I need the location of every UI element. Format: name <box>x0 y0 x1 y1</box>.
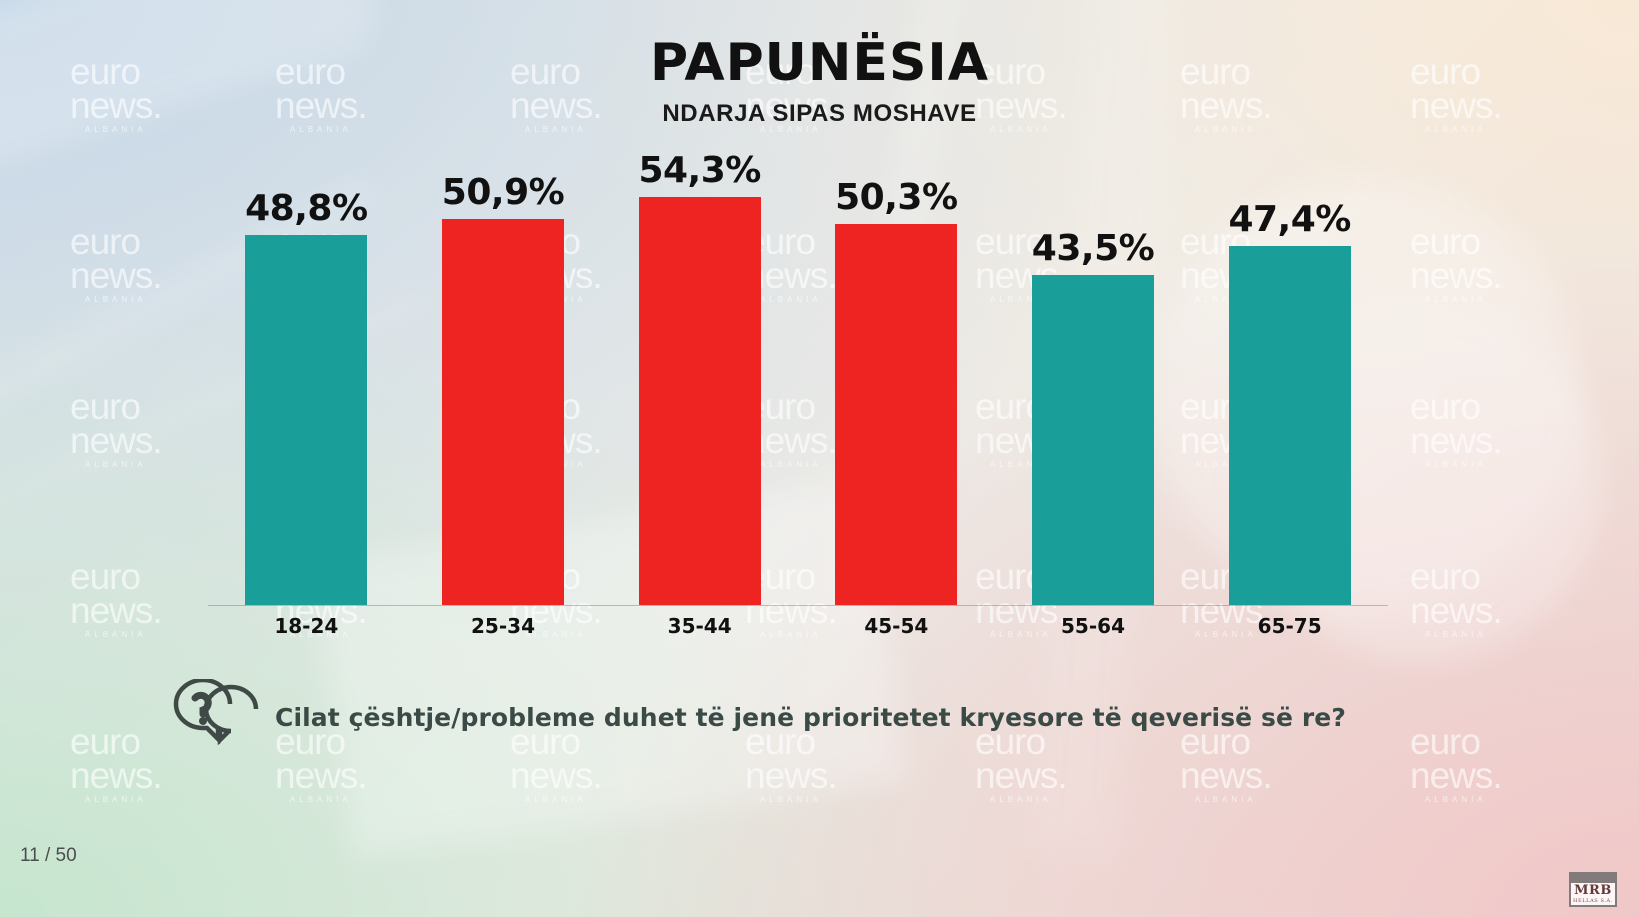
bar <box>245 234 368 605</box>
bar-category-label: 45-54 <box>864 614 929 638</box>
bar-value-label: 48,8% <box>245 187 368 229</box>
bar-category-label: 35-44 <box>667 614 732 638</box>
speech-bubble-question-icon <box>160 677 275 755</box>
bar-group: 54,3% <box>638 150 761 605</box>
page-title: PAPUNËSIA <box>649 33 989 93</box>
bar-category-label: 65-75 <box>1257 614 1322 638</box>
bar-value-label: 54,3% <box>638 150 761 191</box>
chart-baseline <box>208 605 1388 606</box>
bar <box>1032 275 1154 605</box>
bar-group: 50,3% <box>835 150 958 605</box>
question-row: Cilat çështje/probleme duhet të jenë pri… <box>160 672 1490 762</box>
bar-value-label: 43,5% <box>1031 228 1155 270</box>
page-subtitle: NDARJA SIPAS MOSHAVE <box>662 100 977 127</box>
bar <box>835 223 958 605</box>
mrb-logo-bar <box>1569 872 1617 883</box>
mrb-logo-name: MRB <box>1569 883 1617 898</box>
bar-category-label: 25-34 <box>471 614 535 638</box>
bar-value-label: 50,9% <box>441 172 565 214</box>
bar <box>1228 245 1351 605</box>
bar-group: 43,5% <box>1031 150 1155 605</box>
bar-group: 47,4% <box>1228 150 1351 605</box>
bar-value-label: 47,4% <box>1228 198 1351 240</box>
page-indicator: 11 / 50 <box>20 845 77 866</box>
bar-group: 50,9% <box>441 150 565 605</box>
bar <box>638 197 761 605</box>
mrb-logo: MRB HELLAS S.A. <box>1569 872 1617 907</box>
bar-value-label: 50,3% <box>835 176 958 218</box>
question-text: Cilat çështje/probleme duhet të jenë pri… <box>275 702 1346 732</box>
bar-group: 48,8% <box>245 150 368 605</box>
bar-category-label: 18-24 <box>274 614 339 638</box>
bar <box>442 219 564 605</box>
chart-plot-area: 48,8% 50,9% 54,3% 50,3% 43,5% 47,4% <box>208 150 1388 605</box>
bar-category-label: 55-64 <box>1061 614 1125 638</box>
mrb-logo-subtitle: HELLAS S.A. <box>1569 898 1617 907</box>
